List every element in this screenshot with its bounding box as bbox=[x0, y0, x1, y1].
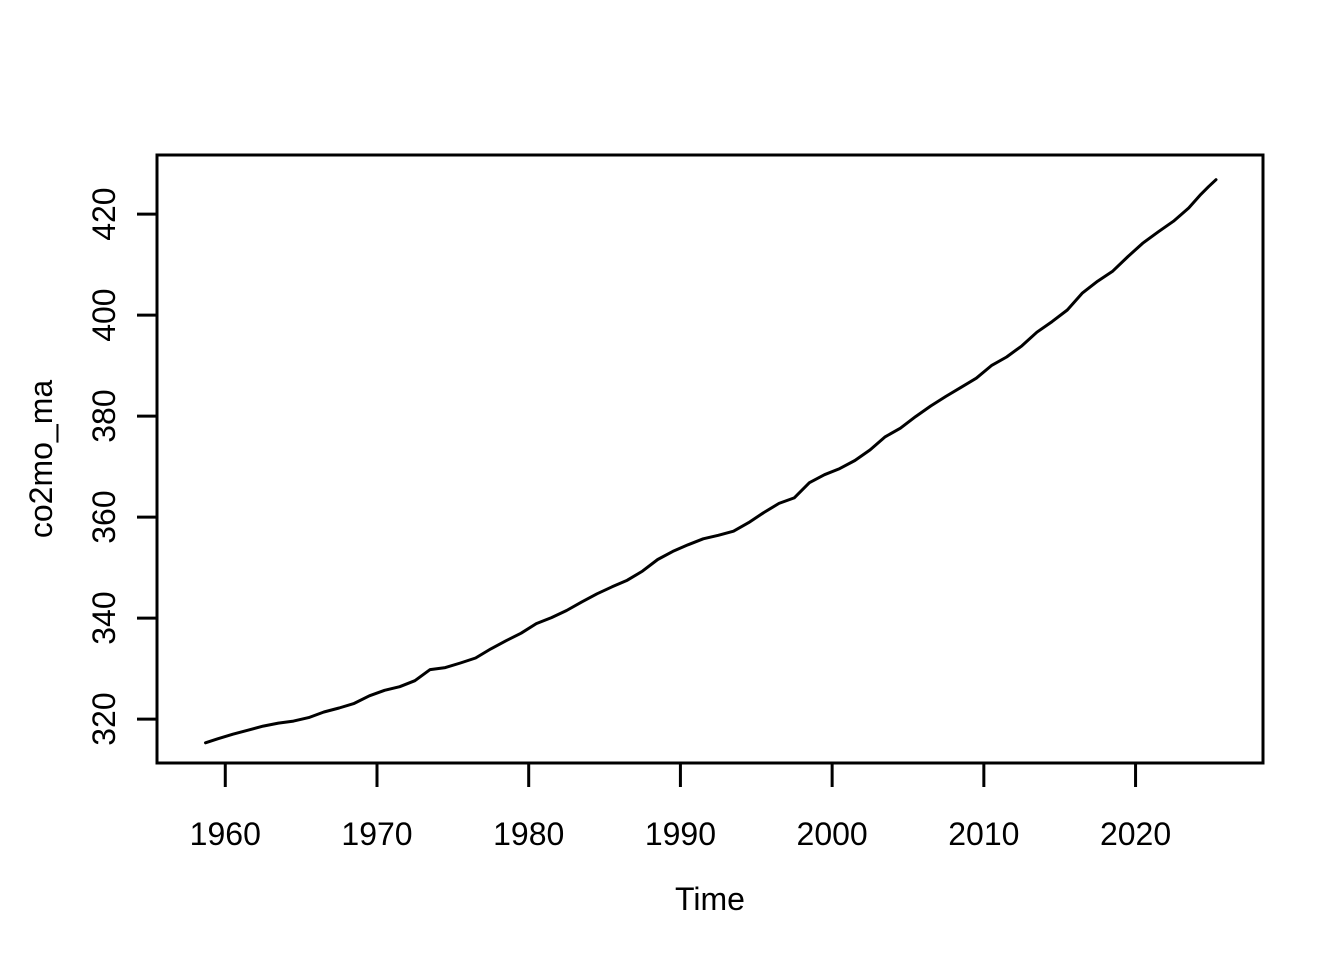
series-line-co2mo_ma bbox=[204, 178, 1218, 745]
plot-box bbox=[155, 153, 1265, 765]
y-axis-ticks bbox=[137, 212, 157, 721]
y-axis-tick-labels: 320 340 360 380 400 420 bbox=[86, 187, 122, 745]
x-tick-label: 1960 bbox=[190, 816, 261, 852]
y-tick-label: 360 bbox=[86, 490, 122, 543]
x-tick-label: 2020 bbox=[1100, 816, 1171, 852]
y-tick-label: 420 bbox=[86, 187, 122, 240]
x-axis-tick-labels: 1960 1970 1980 1990 2000 2010 2020 bbox=[190, 816, 1171, 852]
y-axis-title: co2mo_ma bbox=[23, 380, 59, 539]
y-tick-label: 320 bbox=[86, 692, 122, 745]
y-tick-label: 340 bbox=[86, 591, 122, 644]
x-tick-label: 1980 bbox=[493, 816, 564, 852]
y-tick-label: 400 bbox=[86, 288, 122, 341]
x-tick-label: 2010 bbox=[948, 816, 1019, 852]
x-tick-label: 2000 bbox=[797, 816, 868, 852]
x-tick-label: 1970 bbox=[341, 816, 412, 852]
x-axis-title: Time bbox=[675, 881, 745, 917]
x-tick-label: 1990 bbox=[645, 816, 716, 852]
y-tick-label: 380 bbox=[86, 389, 122, 442]
x-axis-ticks bbox=[223, 763, 1138, 787]
series-group bbox=[204, 178, 1218, 745]
